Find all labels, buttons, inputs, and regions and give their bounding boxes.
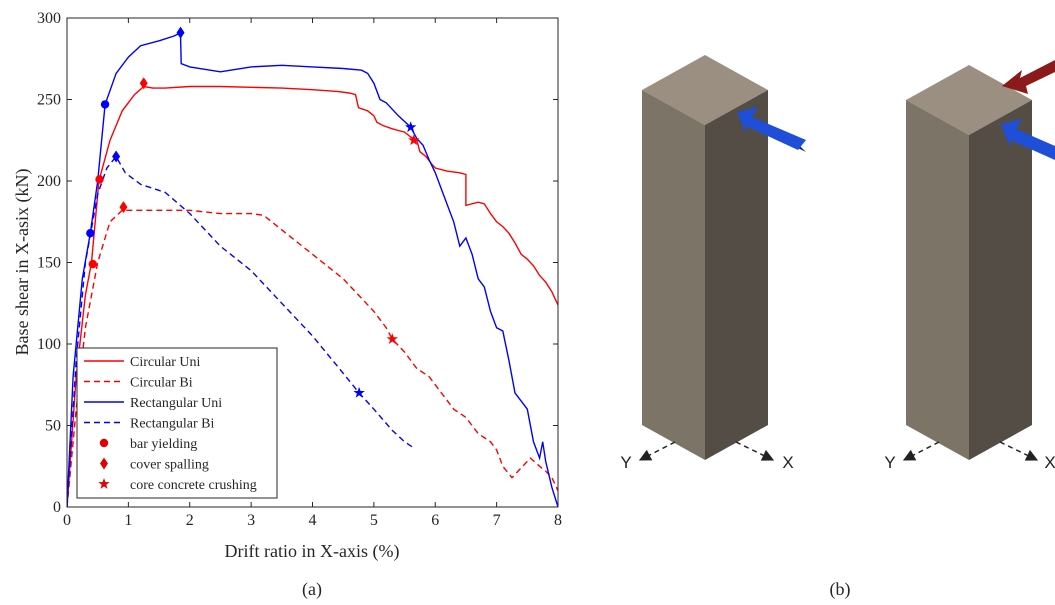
marker-circle — [88, 259, 97, 269]
pushover-chart: 0 1 2 3 4 5 6 7 8 0 50 100 150 200 250 300 Drift ratio … — [12, 10, 562, 562]
x-tick-label: 4 — [309, 512, 317, 529]
x-tick-label: 3 — [247, 512, 255, 529]
legend-symbol — [99, 438, 109, 448]
legend-label: Rectangular Uni — [130, 396, 222, 411]
marker-star — [405, 121, 417, 133]
y-axis-arrow — [638, 441, 676, 461]
legend-label: core concrete crushing — [130, 478, 257, 493]
x-axis-letter: X — [1044, 453, 1055, 472]
column-diagrams: Y X Y X — [620, 55, 1055, 472]
x-tick-label: 0 — [63, 512, 71, 529]
column-left-face — [642, 90, 705, 460]
y-tick-label: 250 — [37, 92, 61, 109]
x-axis-label: Drift ratio in X-axis (%) — [225, 541, 400, 562]
marker-layer — [86, 26, 420, 398]
column-right-face — [969, 100, 1032, 460]
load-arrow-blue — [1001, 119, 1055, 160]
marker-diamond — [112, 150, 121, 163]
chart-legend: Circular Uni Circular Bi Rectangular Uni Re… — [76, 347, 278, 499]
marker-diamond — [176, 26, 185, 39]
column-biaxial: Y X — [884, 60, 1055, 472]
column-left-face — [906, 100, 969, 460]
series-line-rectangular-bi — [67, 155, 415, 507]
column-right-face — [705, 90, 768, 460]
x-tick-label: 7 — [493, 512, 501, 529]
series-line-circular-uni — [67, 85, 558, 507]
x-axis-letter: X — [782, 453, 793, 472]
legend-label: bar yielding — [130, 437, 197, 452]
y-tick-label: 100 — [37, 336, 61, 353]
marker-diamond — [119, 201, 128, 214]
x-axis-arrow — [735, 441, 775, 461]
series-line-circular-bi — [67, 209, 558, 507]
legend-label: Circular Uni — [130, 355, 200, 370]
x-tick-label: 1 — [124, 512, 132, 529]
marker-star — [353, 386, 365, 398]
x-axis-arrow — [999, 441, 1039, 461]
y-axis-label: Base shear in X-asix (kN) — [12, 169, 33, 356]
legend-box — [76, 347, 278, 499]
y-tick-label: 0 — [53, 499, 61, 516]
legend-label: Circular Bi — [130, 376, 193, 391]
load-arrow-blue — [737, 107, 806, 152]
x-tick-label: 6 — [431, 512, 439, 529]
axis-ticks: 0 1 2 3 4 5 6 7 8 0 50 100 150 200 250 300 — [37, 10, 562, 529]
y-tick-label: 150 — [37, 255, 61, 272]
y-axis-letter: Y — [620, 453, 631, 472]
marker-circle — [86, 228, 95, 238]
legend-label: Rectangular Bi — [130, 417, 214, 432]
marker-diamond — [139, 77, 148, 90]
x-tick-label: 8 — [554, 512, 562, 529]
y-tick-label: 300 — [37, 10, 61, 27]
panel-label-b: (b) — [830, 579, 851, 600]
y-axis-arrow — [902, 441, 940, 461]
marker-star — [386, 333, 398, 344]
marker-circle — [100, 100, 110, 109]
y-axis-letter: Y — [884, 453, 895, 472]
legend-symbol — [100, 457, 108, 470]
legend-symbol — [98, 478, 110, 489]
marker-circle — [95, 175, 104, 184]
marker-star — [408, 134, 420, 146]
panel-label-a: (a) — [302, 579, 322, 600]
y-tick-label: 50 — [45, 418, 61, 435]
y-tick-label: 200 — [37, 173, 61, 190]
column-uniaxial: Y X — [620, 55, 806, 472]
x-tick-label: 5 — [370, 512, 378, 529]
legend-items: Circular Uni Circular Bi Rectangular Uni Re… — [84, 355, 257, 493]
legend-label: cover spalling — [130, 458, 209, 473]
x-tick-label: 2 — [186, 512, 194, 529]
load-arrow-red — [1002, 60, 1055, 94]
